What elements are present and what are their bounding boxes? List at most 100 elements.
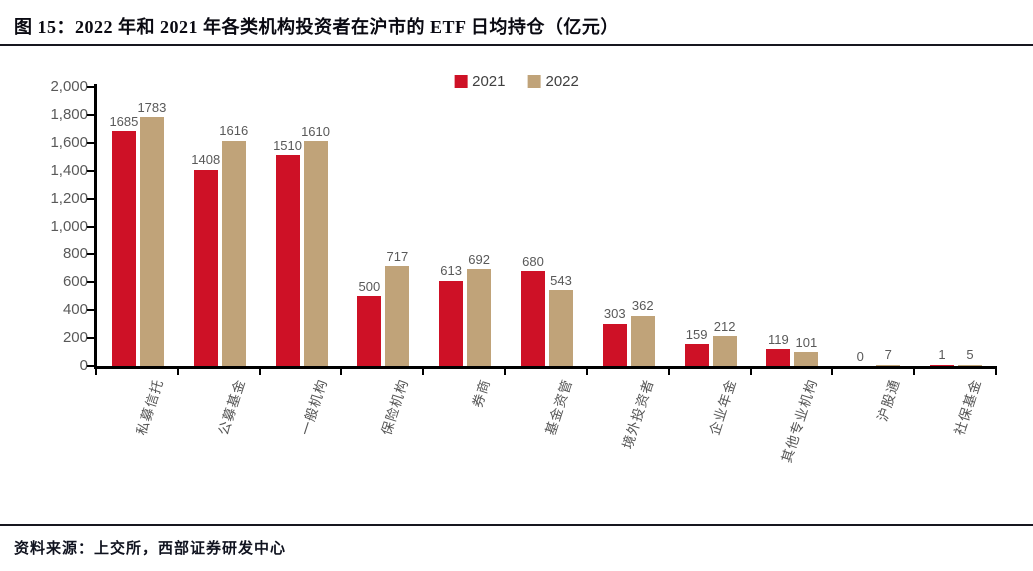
bar-2021 bbox=[111, 130, 136, 366]
source-note: 资料来源：上交所，西部证券研发中心 bbox=[14, 541, 287, 557]
y-axis-label-2000: 2,000 bbox=[50, 78, 88, 95]
bar-value-label-2022: 1783 bbox=[137, 99, 167, 115]
legend-label-2021: 2021 bbox=[472, 73, 506, 90]
bar-2021 bbox=[357, 296, 382, 366]
bar-unit-2022: 692 bbox=[467, 252, 492, 366]
bar-unit-2022: 543 bbox=[548, 273, 573, 366]
bar-group-7: 303 362 境外投资者 bbox=[588, 87, 670, 451]
y-axis-line bbox=[94, 84, 97, 369]
bar-value-label-2021: 500 bbox=[358, 278, 381, 294]
bar-2022 bbox=[221, 140, 246, 366]
y-axis-tick bbox=[87, 86, 94, 88]
x-axis-tick bbox=[95, 369, 97, 375]
bar-value-label-2021: 613 bbox=[440, 263, 462, 279]
bar-2022 bbox=[794, 351, 819, 366]
title-divider bbox=[0, 44, 1033, 46]
y-axis-tick bbox=[87, 337, 94, 340]
bar-unit-2021: 159 bbox=[684, 326, 709, 366]
bar-group-3: 1510 1610 一般机构 bbox=[261, 87, 343, 437]
y-axis-tick bbox=[87, 113, 94, 116]
bar-2021 bbox=[439, 280, 464, 366]
bar-value-label-2021: 159 bbox=[685, 326, 708, 342]
bar-group-1: 1685 1783 私募信托 bbox=[97, 87, 179, 437]
x-axis-tick bbox=[340, 369, 343, 375]
y-axis-label-1600: 1,600 bbox=[50, 133, 88, 151]
y-axis-label-600: 600 bbox=[62, 273, 88, 291]
y-axis-tick bbox=[87, 225, 94, 228]
bar-2022 bbox=[712, 336, 737, 366]
bar-group-11: 1 5 社保基金 bbox=[915, 87, 997, 437]
bar-value-label-2022: 1610 bbox=[301, 124, 330, 140]
y-axis-tick bbox=[87, 169, 94, 172]
bar-group-5: 613 692 券商 bbox=[424, 87, 506, 409]
bar-group-2: 1408 1616 公募基金 bbox=[179, 87, 261, 437]
x-axis-tick bbox=[176, 369, 179, 375]
bar-unit-2022: 101 bbox=[794, 334, 819, 366]
x-axis-tick bbox=[995, 369, 997, 375]
bar-2021 bbox=[275, 155, 300, 366]
bar-value-label-2022: 5 bbox=[966, 347, 974, 363]
bar-value-label-2022: 692 bbox=[468, 252, 490, 268]
bar-unit-2022: 362 bbox=[630, 298, 655, 366]
x-axis-category-label: 境外投资者 bbox=[620, 377, 657, 451]
y-axis-label-1800: 1,800 bbox=[50, 105, 88, 123]
y-axis-label-400: 400 bbox=[62, 301, 88, 319]
x-axis-category-label: 公募基金 bbox=[215, 377, 248, 438]
bar-group-8: 159 212 企业年金 bbox=[670, 87, 752, 437]
x-axis-line bbox=[94, 366, 997, 369]
x-axis-category-label: 保险机构 bbox=[379, 377, 412, 438]
bar-2022 bbox=[548, 290, 573, 366]
x-axis-category-label: 企业年金 bbox=[706, 377, 739, 438]
bar-unit-2022: 1783 bbox=[137, 99, 167, 366]
bar-unit-2022: 5 bbox=[958, 347, 983, 366]
y-axis-label-0: 0 bbox=[79, 357, 88, 374]
bar-2022 bbox=[303, 141, 328, 366]
bar-2022 bbox=[385, 265, 410, 366]
bar-unit-2021: 1685 bbox=[109, 114, 138, 366]
bar-2022 bbox=[876, 364, 901, 366]
bar-value-label-2021: 1510 bbox=[273, 138, 302, 154]
bar-value-label-2022: 362 bbox=[631, 298, 654, 314]
x-axis-tick bbox=[749, 369, 752, 375]
y-axis-tick bbox=[87, 309, 94, 312]
bar-group-4: 500 717 保险机构 bbox=[342, 87, 424, 437]
bar-value-label-2021: 1408 bbox=[191, 152, 221, 168]
y-axis-label-200: 200 bbox=[62, 329, 88, 347]
bar-unit-2022: 717 bbox=[385, 248, 410, 366]
x-axis-tick bbox=[504, 369, 507, 375]
plot-area: 1685 1783 私募信托 1408 1616 公募基金 1510 1610 一般机构 500 7… bbox=[97, 87, 997, 465]
bar-unit-2022: 1610 bbox=[301, 124, 330, 366]
bar-value-label-2022: 1616 bbox=[219, 123, 249, 139]
bar-2021 bbox=[520, 271, 545, 366]
bar-2021 bbox=[193, 169, 218, 366]
figure-title: 图 15：2022 年和 2021 年各类机构投资者在沪市的 ETF 日均持仓（… bbox=[14, 17, 619, 37]
y-axis-tick bbox=[87, 197, 94, 200]
bar-value-label-2022: 101 bbox=[795, 334, 818, 350]
bar-2022 bbox=[958, 364, 983, 366]
y-axis-label-1400: 1,400 bbox=[50, 161, 88, 179]
x-axis-category-label: 券商 bbox=[469, 377, 494, 410]
bar-2022 bbox=[467, 269, 492, 366]
bar-group-9: 119 101 其他专业机构 bbox=[752, 87, 834, 465]
x-axis-tick bbox=[585, 369, 588, 375]
x-axis-tick bbox=[913, 369, 916, 375]
x-axis-tick bbox=[831, 369, 834, 375]
bar-value-label-2021: 1 bbox=[938, 347, 946, 363]
bar-unit-2021: 0 bbox=[848, 349, 872, 366]
bar-value-label-2022: 7 bbox=[884, 347, 892, 363]
bar-2022 bbox=[139, 117, 164, 366]
bar-unit-2021: 303 bbox=[602, 306, 627, 366]
bar-group-6: 680 543 基金资管 bbox=[506, 87, 588, 437]
x-axis-tick bbox=[422, 369, 425, 375]
legend-label-2022: 2022 bbox=[545, 73, 579, 90]
bar-unit-2021: 1 bbox=[930, 347, 955, 366]
x-axis-category-label: 社保基金 bbox=[951, 377, 985, 438]
bar-unit-2021: 613 bbox=[439, 263, 464, 366]
bar-unit-2022: 1616 bbox=[219, 123, 249, 366]
legend-item-2021: 2021 bbox=[454, 73, 506, 90]
bar-value-label-2021: 303 bbox=[603, 306, 626, 322]
y-axis-tick bbox=[87, 253, 94, 256]
bar-value-label-2022: 717 bbox=[386, 248, 409, 264]
y-axis-label-1000: 1,000 bbox=[50, 217, 88, 235]
